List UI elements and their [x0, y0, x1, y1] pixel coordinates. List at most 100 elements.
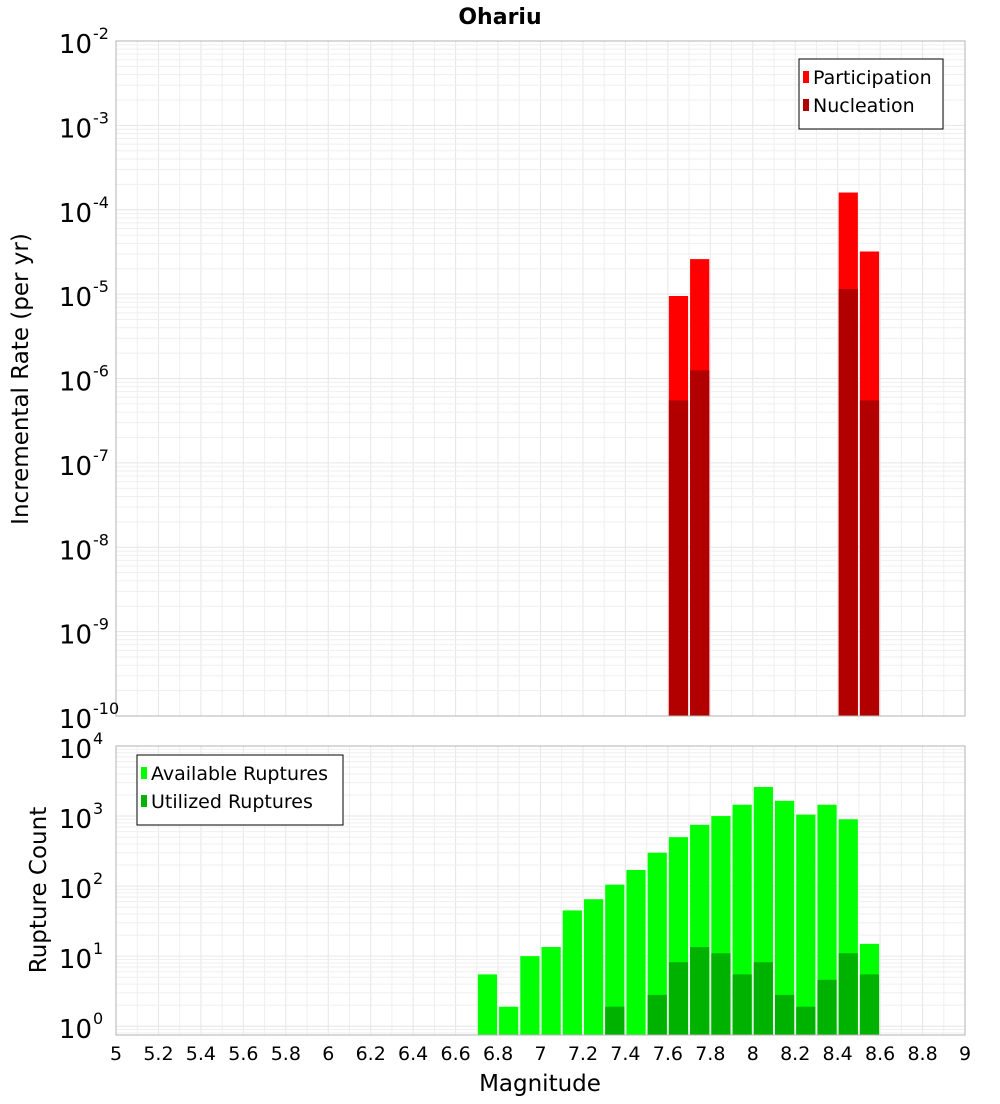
bottom-plot-border: [115, 745, 966, 1036]
bottom-bar: [499, 1006, 519, 1035]
bottom-x-tick-label: 7.8: [695, 1043, 725, 1065]
top-y-tick-label: 10 -10: [59, 699, 119, 735]
top-y-tick-exponent: -9: [93, 615, 109, 634]
bottom-bar: [477, 974, 498, 1035]
bottom-bar: [774, 800, 795, 1035]
top-y-tick-mantissa: 10: [59, 705, 92, 735]
top-y-tick-label: 10 -4: [59, 193, 109, 229]
top-bar: [668, 400, 689, 716]
bottom-y-tick-exponent: 2: [93, 869, 103, 888]
top-y-tick-mantissa: 10: [59, 114, 92, 144]
bottom-bar: [753, 962, 773, 1035]
top-legend-swatch: [803, 71, 809, 83]
top-bar: [838, 289, 858, 716]
bottom-y-tick-mantissa: 10: [59, 945, 92, 975]
top-legend: Participation Nucleation: [798, 58, 944, 130]
top-y-tick-label: 10 -9: [59, 615, 109, 651]
bottom-x-tick-label: 8.2: [780, 1043, 810, 1065]
bottom-bar: [817, 979, 837, 1035]
bottom-x-tick-label: 8.8: [907, 1043, 937, 1065]
bottom-bar: [605, 1006, 625, 1035]
top-y-tick-exponent: -10: [93, 699, 119, 718]
bottom-y-tick-mantissa: 10: [59, 1015, 92, 1045]
bottom-x-tick-label: 6.4: [398, 1043, 428, 1065]
top-y-tick-label: 10 -3: [59, 108, 109, 144]
bottom-x-tick-label: 7.2: [568, 1043, 598, 1065]
top-y-axis-label: Incremental Rate (per yr): [8, 233, 34, 525]
bottom-x-tick-label: 8.4: [823, 1043, 853, 1065]
bottom-y-tick-exponent: 4: [93, 729, 103, 748]
top-y-tick-exponent: -4: [93, 193, 109, 212]
bottom-series-utilized-ruptures: [605, 947, 880, 1035]
top-y-tick-mantissa: 10: [59, 30, 92, 60]
bottom-x-tick-label: 7.6: [653, 1043, 683, 1065]
top-y-tick-mantissa: 10: [59, 199, 92, 229]
bottom-y-tick-label: 10 1: [59, 939, 103, 975]
bottom-bar: [796, 814, 816, 1035]
bottom-y-tick-label: 10 4: [59, 729, 103, 765]
bottom-y-tick-label: 10 3: [59, 799, 103, 835]
bottom-x-tick-label: 6: [322, 1043, 334, 1065]
top-y-tick-label: 10 -2: [59, 24, 109, 60]
bottom-bar: [690, 947, 710, 1035]
top-y-tick-exponent: -8: [93, 530, 109, 549]
bottom-x-tick-label: 5.8: [271, 1043, 301, 1065]
bottom-x-tick-label: 7.4: [610, 1043, 640, 1065]
top-y-tick-exponent: -3: [93, 108, 109, 127]
bottom-y-tick-exponent: 3: [93, 799, 103, 818]
top-y-tick-mantissa: 10: [59, 621, 92, 651]
bottom-y-tick-label: 10 0: [59, 1009, 103, 1045]
bottom-y-axis-label: Rupture Count: [26, 807, 52, 973]
bottom-bar: [668, 962, 689, 1035]
top-y-tick-exponent: -5: [93, 277, 109, 296]
top-y-tick-exponent: -6: [93, 362, 109, 381]
top-y-tick-label: 10 -5: [59, 277, 109, 313]
top-y-tick-mantissa: 10: [59, 283, 92, 313]
bottom-y-tick-mantissa: 10: [59, 735, 92, 765]
bottom-bar: [838, 953, 858, 1035]
bottom-x-tick-label: 6.2: [356, 1043, 386, 1065]
bottom-x-tick-label: 6.8: [483, 1043, 513, 1065]
bottom-x-tick-label: 6.6: [440, 1043, 470, 1065]
top-y-tick-mantissa: 10: [59, 536, 92, 566]
bottom-bar: [732, 974, 752, 1035]
bottom-y-tick-exponent: 0: [93, 1009, 103, 1028]
bottom-x-tick-label: 7: [534, 1043, 546, 1065]
bottom-bar: [647, 852, 667, 1035]
bottom-bar: [605, 884, 625, 1035]
bottom-x-tick-label: 8: [747, 1043, 759, 1065]
bottom-bar: [562, 910, 582, 1035]
top-bar: [690, 370, 710, 716]
bottom-legend-swatch: [141, 767, 147, 779]
bottom-x-tick-label: 5.2: [143, 1043, 173, 1065]
top-y-tick-label: 10 -6: [59, 362, 109, 398]
top-legend-swatch: [803, 99, 809, 111]
bottom-bar: [774, 994, 795, 1035]
bottom-bar: [859, 974, 880, 1035]
x-axis-label: Magnitude: [479, 1071, 601, 1097]
top-plot-border: [115, 40, 966, 717]
top-y-tick-label: 10 -7: [59, 446, 109, 482]
top-series-nucleation: [668, 289, 880, 716]
bottom-legend-box: [136, 754, 344, 826]
bottom-bar: [647, 994, 667, 1035]
bottom-legend: Available Ruptures Utilized Ruptures: [136, 754, 344, 826]
bottom-legend-label: Available Ruptures: [151, 763, 328, 785]
bottom-y-tick-mantissa: 10: [59, 875, 92, 905]
bottom-legend-swatch: [141, 795, 147, 807]
chart-title: Ohariu: [458, 5, 541, 30]
top-y-tick-mantissa: 10: [59, 368, 92, 398]
bottom-x-tick-label: 5.4: [186, 1043, 216, 1065]
bottom-x-tick-label: 5.6: [228, 1043, 258, 1065]
bottom-bar: [520, 956, 540, 1035]
top-legend-box: [798, 58, 944, 130]
bottom-bar: [817, 804, 837, 1035]
bottom-bar: [583, 899, 604, 1035]
top-legend-label: Participation: [813, 67, 932, 89]
bottom-bar: [541, 947, 561, 1035]
bottom-bar: [796, 1006, 816, 1035]
bottom-x-tick-label: 5: [110, 1043, 122, 1065]
